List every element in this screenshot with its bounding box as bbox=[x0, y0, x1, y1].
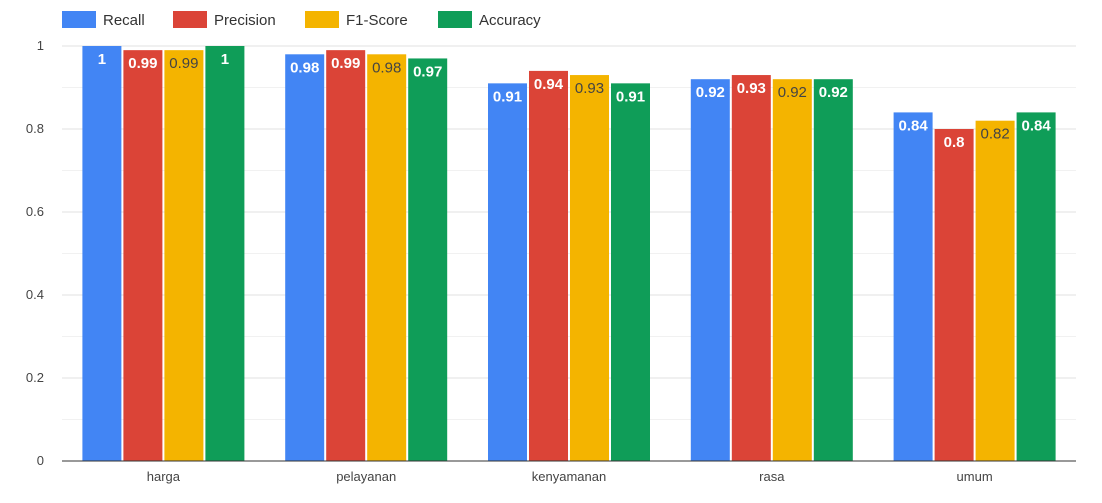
bar bbox=[164, 50, 204, 462]
data-label: 0.91 bbox=[616, 88, 645, 105]
y-tick-label: 0.2 bbox=[26, 370, 44, 385]
data-label: 0.92 bbox=[696, 84, 725, 101]
x-axis-categories: harga pelayanan kenyamanan rasa umum bbox=[147, 469, 993, 484]
data-label: 0.94 bbox=[534, 76, 564, 93]
data-label: 0.99 bbox=[331, 55, 360, 72]
data-label: 0.8 bbox=[944, 134, 965, 151]
data-label: 1 bbox=[221, 51, 229, 68]
x-category-label: pelayanan bbox=[336, 469, 396, 484]
data-label: 0.97 bbox=[413, 63, 442, 80]
legend-label: Accuracy bbox=[479, 12, 541, 29]
bar bbox=[285, 54, 325, 462]
bar bbox=[893, 112, 933, 462]
bar bbox=[1016, 112, 1056, 462]
bar bbox=[772, 79, 812, 461]
data-label: 0.99 bbox=[128, 55, 157, 72]
data-label: 0.93 bbox=[575, 80, 604, 97]
data-label: 0.92 bbox=[819, 84, 848, 101]
y-tick-label: 0.4 bbox=[26, 287, 44, 302]
x-category-label: rasa bbox=[759, 469, 785, 484]
legend-label: Recall bbox=[103, 12, 145, 29]
legend-label: Precision bbox=[214, 12, 276, 29]
legend-swatch bbox=[438, 11, 472, 28]
data-label: 0.93 bbox=[737, 80, 766, 97]
data-label: 0.84 bbox=[1021, 117, 1051, 134]
bar bbox=[690, 79, 730, 461]
legend-swatch bbox=[173, 11, 207, 28]
x-category-label: harga bbox=[147, 469, 181, 484]
data-label: 0.92 bbox=[778, 84, 807, 101]
bar bbox=[408, 58, 448, 461]
bar bbox=[82, 46, 122, 461]
y-tick-label: 1 bbox=[37, 38, 44, 53]
bar bbox=[205, 46, 245, 461]
data-label: 1 bbox=[98, 51, 106, 68]
bar bbox=[813, 79, 853, 461]
data-label: 0.98 bbox=[372, 59, 401, 76]
bars bbox=[82, 46, 1056, 462]
x-category-label: umum bbox=[957, 469, 993, 484]
bar bbox=[529, 70, 568, 462]
bar bbox=[934, 129, 974, 461]
bar bbox=[488, 83, 527, 461]
data-labels: 1 0.99 0.99 1 0.98 0.99 0.98 0.97 0.91 0.94 0.93 0.… bbox=[98, 51, 1052, 151]
bar bbox=[611, 83, 650, 461]
data-label: 0.82 bbox=[980, 126, 1009, 143]
y-tick-label: 0.6 bbox=[26, 204, 44, 219]
legend: Recall Precision F1-Score Accuracy bbox=[62, 11, 541, 29]
y-tick-label: 0.8 bbox=[26, 121, 44, 136]
bar bbox=[326, 50, 366, 462]
legend-swatch bbox=[62, 11, 96, 28]
data-label: 0.84 bbox=[898, 117, 928, 134]
y-axis-ticks: 0 0.2 0.4 0.6 0.8 1 bbox=[26, 38, 44, 468]
bar bbox=[123, 50, 163, 462]
data-label: 0.98 bbox=[290, 59, 319, 76]
x-category-label: kenyamanan bbox=[532, 469, 606, 484]
legend-label: F1-Score bbox=[346, 12, 408, 29]
bar bbox=[975, 120, 1015, 461]
data-label: 0.91 bbox=[493, 88, 522, 105]
bar bbox=[570, 75, 609, 462]
legend-swatch bbox=[305, 11, 339, 28]
bar bbox=[731, 75, 771, 462]
y-tick-label: 0 bbox=[37, 453, 44, 468]
bar bbox=[367, 54, 407, 462]
data-label: 0.99 bbox=[169, 55, 198, 72]
